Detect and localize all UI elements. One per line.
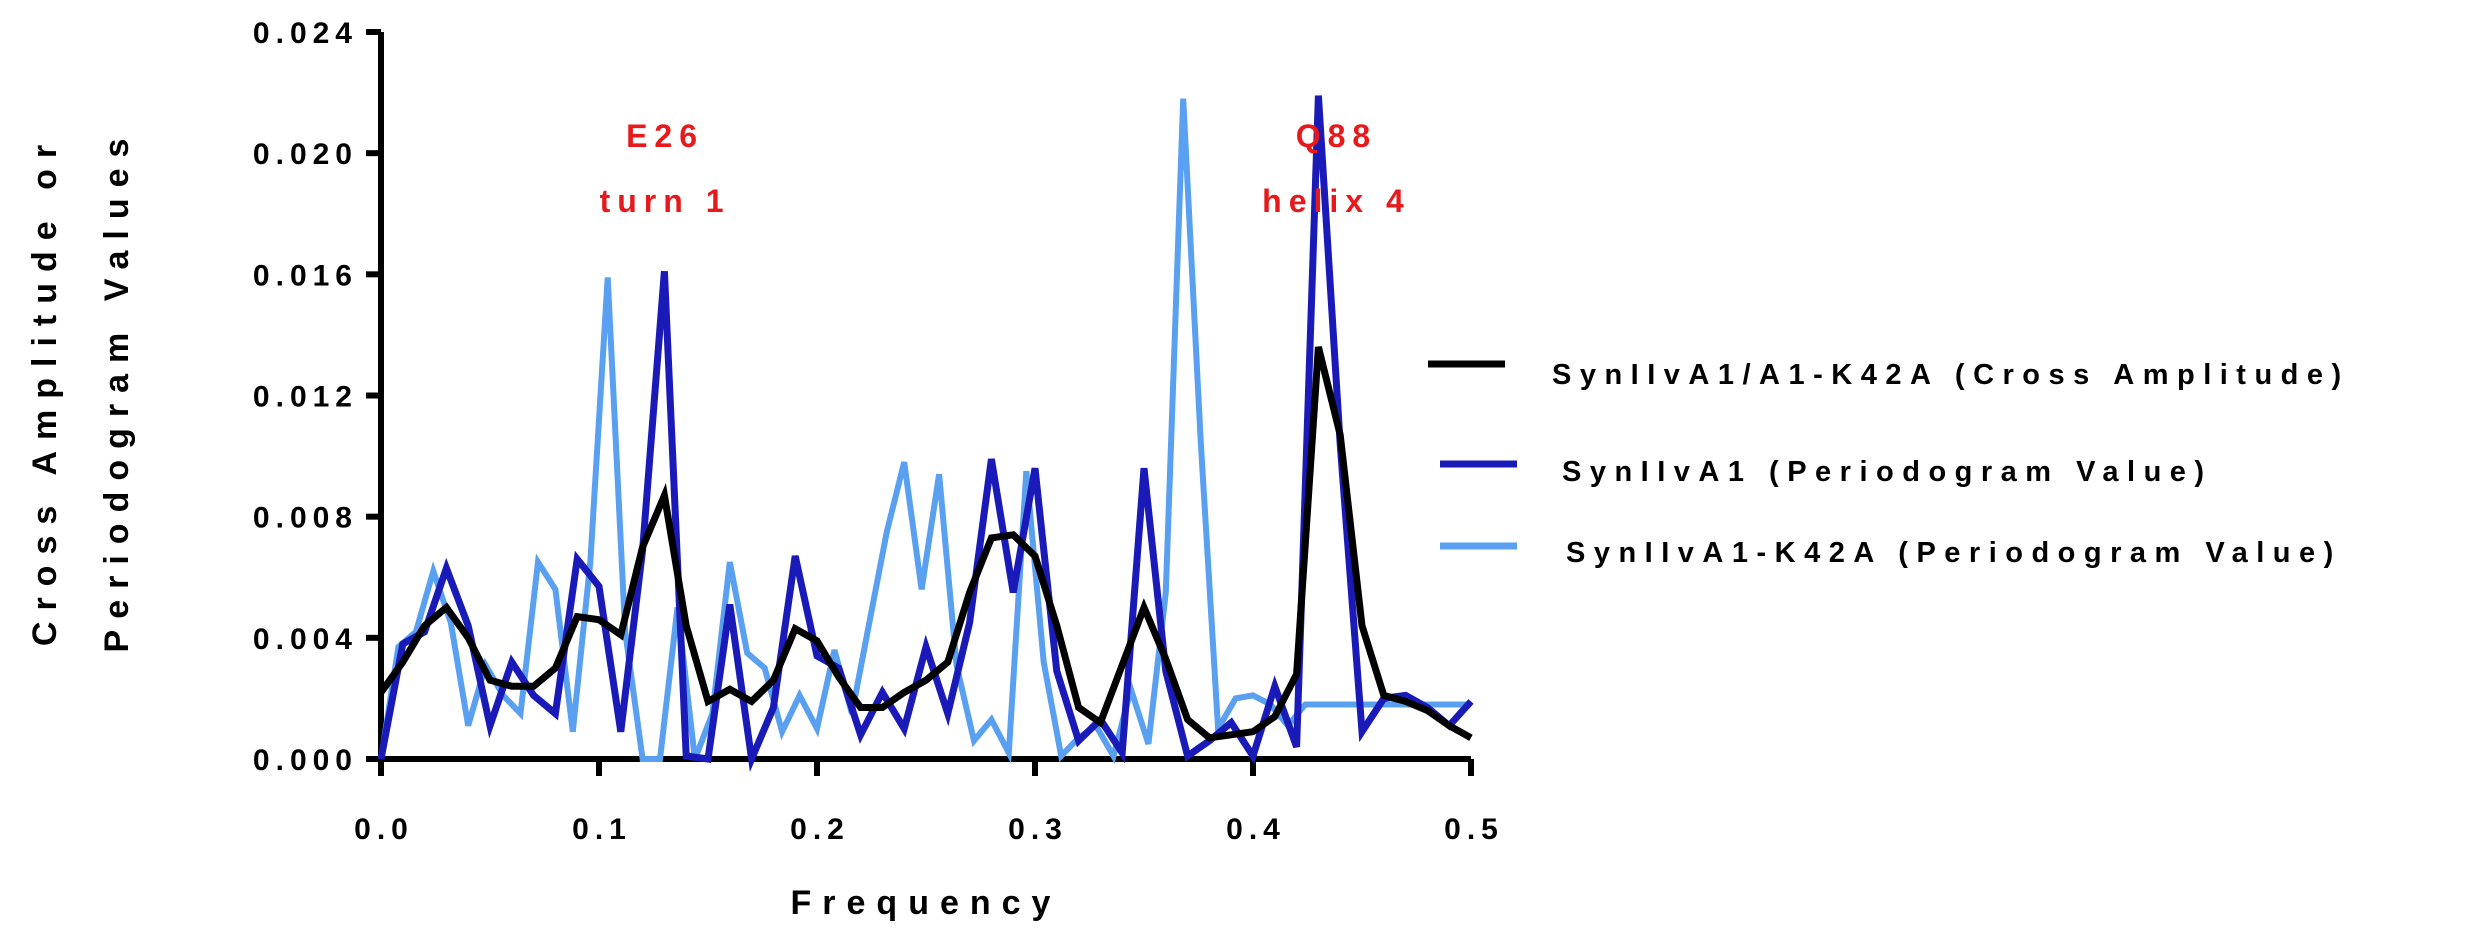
x-tick-label: 0.5	[1444, 813, 1504, 846]
series-line-syniiva1-periodogram-value	[377, 95, 1474, 772]
annotation-label: E26	[626, 118, 704, 154]
y-ticks: 0.000 0.004 0.008 0.012 0.016 0.020 0.024	[253, 17, 381, 777]
annotation-label: helix 4	[1262, 183, 1411, 219]
y-tick-label: 0.000	[253, 744, 358, 777]
x-axis-title: Frequency	[791, 884, 1062, 922]
annotation-label: turn 1	[600, 183, 731, 219]
y-tick-label: 0.024	[253, 17, 358, 50]
x-tick-label: 0.2	[790, 813, 850, 846]
x-ticks: 0.0 0.1 0.2 0.3 0.4 0.5	[354, 759, 1504, 846]
legend-label: SynIIvA1-K42A (Periodogram Value)	[1566, 537, 2342, 569]
annotations: E26 turn 1 Q88 helix 4	[600, 118, 1411, 219]
y-tick-label: 0.016	[253, 259, 358, 292]
legend: SynIIvA1/A1-K42A (Cross Amplitude) SynIIv…	[1428, 359, 2350, 569]
y-tick-label: 0.020	[253, 138, 358, 171]
x-tick-label: 0.4	[1226, 813, 1286, 846]
series-lines	[377, 95, 1474, 772]
y-axis-title-line-1: Cross Amplitude or	[26, 134, 64, 646]
y-tick-label: 0.004	[253, 623, 358, 656]
series-line-syniiva1-a1-k42a-cross-amplitude	[378, 346, 1473, 742]
y-axis-title-line-2: Periodogram Values	[98, 128, 136, 653]
y-tick-label: 0.012	[253, 381, 358, 414]
x-tick-label: 0.1	[572, 813, 632, 846]
x-tick-label: 0.0	[354, 813, 414, 846]
x-tick-label: 0.3	[1008, 813, 1068, 846]
y-axis-title: Cross Amplitude or Periodogram Values	[26, 128, 136, 653]
annotation-label: Q88	[1296, 118, 1377, 154]
legend-label: SynIIvA1 (Periodogram Value)	[1562, 456, 2213, 488]
legend-label: SynIIvA1/A1-K42A (Cross Amplitude)	[1552, 359, 2350, 391]
y-tick-label: 0.008	[253, 502, 358, 535]
